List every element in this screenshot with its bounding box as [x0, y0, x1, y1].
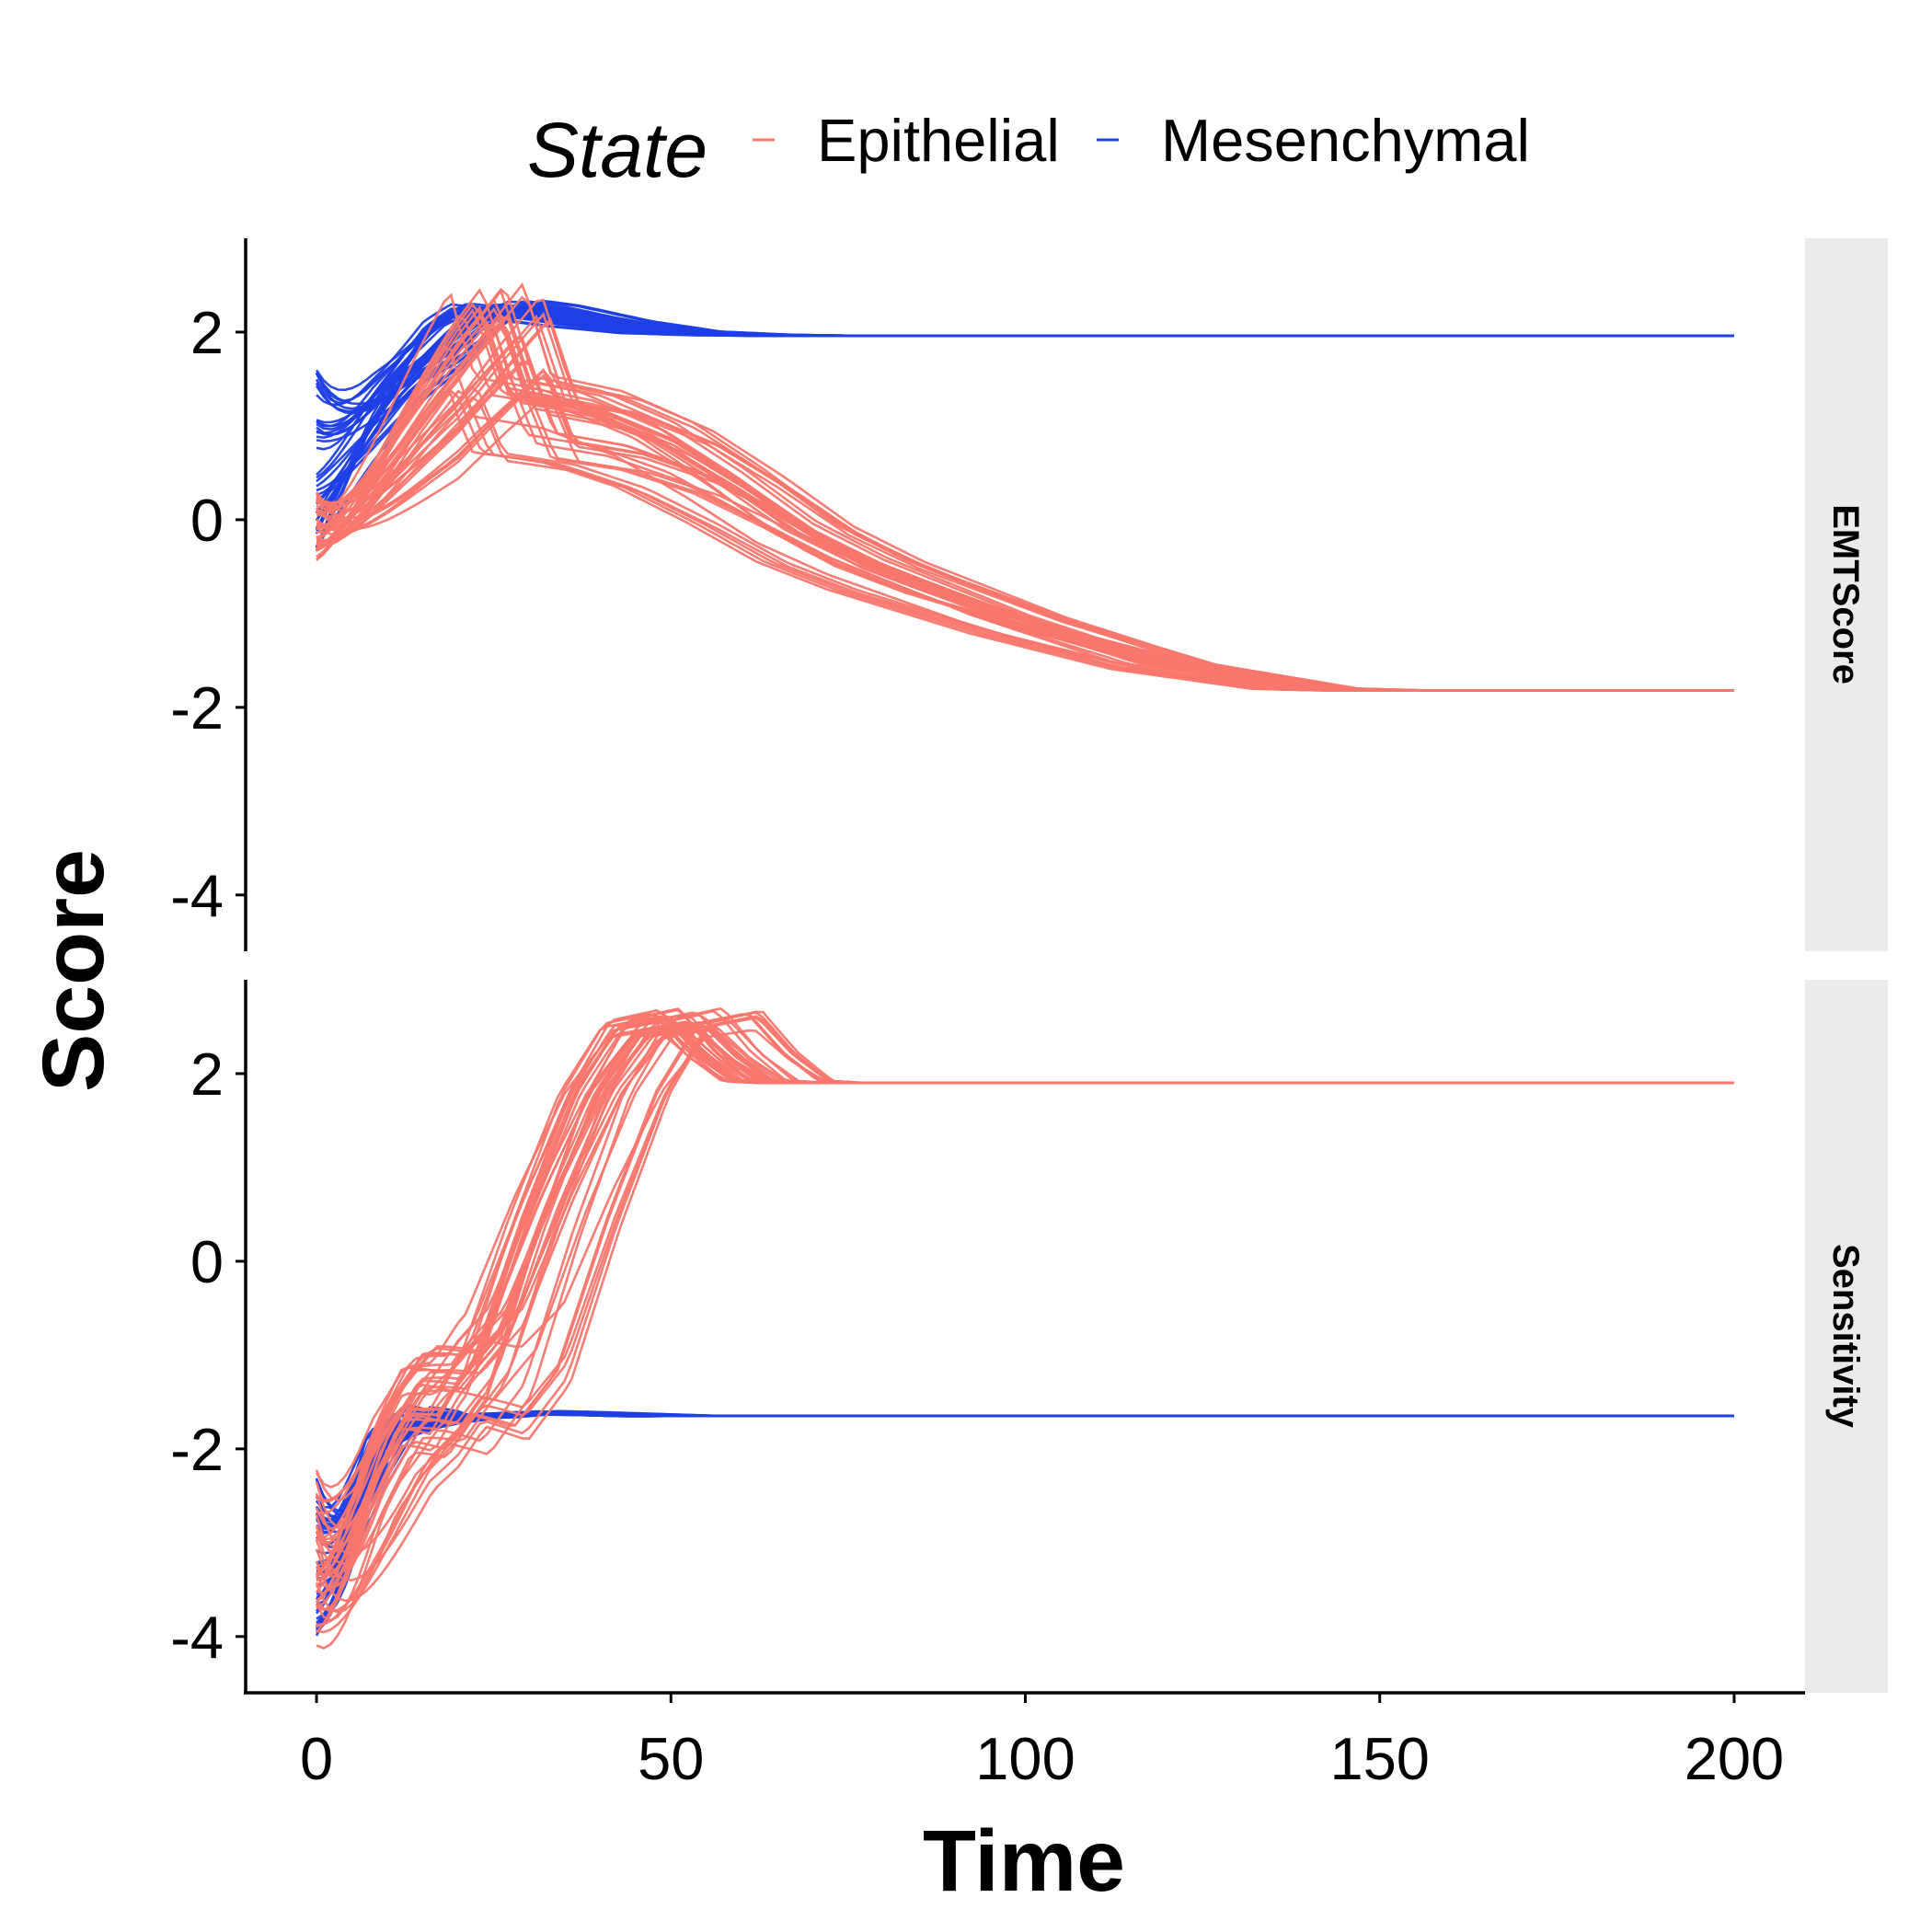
trajectory-mesenchymal-sensitivity: [316, 1412, 1734, 1620]
trajectory-epithelial-emtscore: [316, 314, 1734, 692]
trajectory-mesenchymal-sensitivity: [316, 1410, 1734, 1564]
trajectory-mesenchymal-sensitivity: [316, 1410, 1734, 1529]
trajectory-mesenchymal-emtscore: [316, 308, 1734, 435]
trajectory-epithelial-sensitivity: [316, 1018, 1734, 1628]
y-axis-title: Score: [25, 849, 122, 1092]
strip-emtscore: [1805, 238, 1888, 951]
trajectory-mesenchymal-sensitivity: [315, 1412, 1734, 1531]
trajectory-mesenchymal-sensitivity: [315, 1411, 1734, 1637]
y-ticks-sensitivity: -4 -2 0 2: [170, 1041, 246, 1671]
trajectory-epithelial-sensitivity: [316, 1029, 1734, 1577]
trajectory-mesenchymal-sensitivity: [316, 1411, 1734, 1625]
trajectory-mesenchymal-sensitivity: [316, 1412, 1734, 1524]
legend-label-mesenchymal: Mesenchymal: [1161, 107, 1530, 174]
trajectory-mesenchymal-sensitivity: [316, 1410, 1734, 1546]
emtscore-lines: [315, 282, 1734, 692]
trajectory-mesenchymal-emtscore: [315, 305, 1734, 522]
trajectory-mesenchymal-sensitivity: [316, 1412, 1734, 1599]
trajectory-mesenchymal-emtscore: [316, 308, 1734, 428]
trajectory-epithelial-sensitivity: [316, 1011, 1734, 1650]
legend-title: State: [527, 107, 707, 193]
trajectory-epithelial-sensitivity: [315, 1013, 1734, 1591]
y-tick-label: -2: [170, 1416, 224, 1483]
y-tick-label: 0: [190, 1228, 224, 1295]
trajectory-mesenchymal-sensitivity: [316, 1411, 1734, 1526]
strip-sensitivity: [1805, 980, 1888, 1693]
y-tick-label: -4: [170, 1604, 224, 1671]
trajectory-epithelial-emtscore: [316, 315, 1734, 692]
x-tick-label: 150: [1330, 1725, 1430, 1792]
trajectory-epithelial-sensitivity: [315, 1013, 1734, 1529]
trajectory-epithelial-sensitivity: [316, 1024, 1734, 1582]
x-tick-label: 200: [1685, 1725, 1784, 1792]
x-tick-label: 50: [638, 1725, 704, 1792]
legend: State Epithelial Mesenchymal: [527, 107, 1530, 193]
y-tick-label: 2: [190, 1041, 224, 1108]
trajectory-mesenchymal-sensitivity: [316, 1412, 1734, 1606]
trajectory-mesenchymal-sensitivity: [316, 1412, 1734, 1535]
trajectory-epithelial-sensitivity: [315, 1021, 1734, 1634]
y-ticks-emtscore: -4 -2 0 2: [170, 299, 246, 929]
trajectory-epithelial-sensitivity: [315, 1029, 1734, 1580]
trajectory-mesenchymal-sensitivity: [315, 1413, 1734, 1601]
trajectory-mesenchymal-sensitivity: [316, 1411, 1734, 1534]
trajectory-mesenchymal-emtscore: [315, 312, 1734, 535]
trajectory-mesenchymal-sensitivity: [315, 1411, 1734, 1631]
trajectory-mesenchymal-sensitivity: [316, 1411, 1734, 1569]
panel-emtscore: -4 -2 0 2: [170, 238, 1734, 951]
x-tick-label: 0: [300, 1725, 333, 1792]
sensitivity-lines: [315, 1006, 1734, 1650]
x-ticks: 0 50 100 150 200: [300, 1693, 1784, 1792]
trajectory-epithelial-sensitivity: [316, 1028, 1734, 1503]
strip-label-emtscore: EMTScore: [1825, 504, 1866, 684]
trajectory-mesenchymal-sensitivity: [316, 1410, 1734, 1627]
trajectory-mesenchymal-sensitivity: [315, 1411, 1734, 1613]
trajectory-mesenchymal-sensitivity: [315, 1408, 1734, 1520]
trajectory-mesenchymal-sensitivity: [315, 1409, 1734, 1534]
trajectory-mesenchymal-sensitivity: [315, 1411, 1734, 1615]
trajectory-epithelial-sensitivity: [316, 1016, 1734, 1627]
trajectory-epithelial-emtscore: [316, 315, 1734, 692]
y-tick-label: 2: [190, 299, 224, 366]
x-axis-title: Time: [923, 1812, 1125, 1910]
trajectory-epithelial-sensitivity: [316, 1029, 1734, 1575]
legend-label-epithelial: Epithelial: [817, 107, 1060, 174]
y-tick-label: 0: [190, 487, 224, 554]
trajectory-mesenchymal-emtscore: [315, 314, 1734, 552]
trajectory-mesenchymal-sensitivity: [315, 1406, 1734, 1512]
trajectory-mesenchymal-sensitivity: [316, 1411, 1734, 1565]
trajectory-mesenchymal-emtscore: [315, 311, 1734, 549]
trajectory-mesenchymal-sensitivity: [316, 1412, 1734, 1634]
trajectory-mesenchymal-sensitivity: [315, 1412, 1734, 1629]
trajectory-mesenchymal-sensitivity: [316, 1410, 1734, 1548]
strip-label-sensitivity: Sensitivity: [1825, 1244, 1866, 1429]
panel-sensitivity: -4 -2 0 2: [170, 980, 1734, 1693]
trajectory-mesenchymal-sensitivity: [316, 1410, 1734, 1575]
y-tick-label: -2: [170, 674, 224, 742]
trajectory-mesenchymal-emtscore: [315, 312, 1734, 547]
trajectory-mesenchymal-sensitivity: [316, 1411, 1734, 1632]
x-tick-label: 100: [975, 1725, 1075, 1792]
trajectory-epithelial-emtscore: [316, 314, 1734, 692]
trajectory-epithelial-sensitivity: [316, 1015, 1734, 1634]
y-tick-label: -4: [170, 862, 224, 929]
trajectory-mesenchymal-sensitivity: [316, 1410, 1734, 1555]
trajectory-mesenchymal-sensitivity: [315, 1404, 1734, 1517]
trajectory-mesenchymal-sensitivity: [315, 1411, 1734, 1627]
trajectory-epithelial-sensitivity: [315, 1024, 1734, 1489]
